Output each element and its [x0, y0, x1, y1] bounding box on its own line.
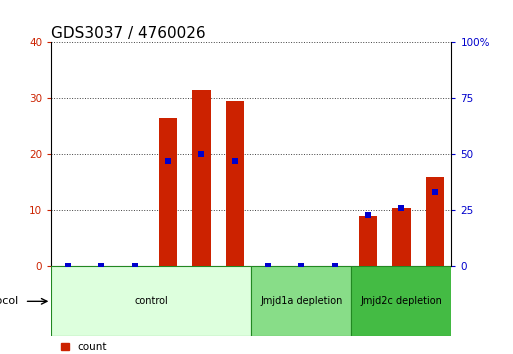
Point	[230, 158, 239, 164]
Text: protocol: protocol	[0, 296, 18, 306]
Legend: count, percentile rank within the sample: count, percentile rank within the sample	[56, 338, 258, 354]
Bar	[351, 266, 451, 336]
Text: Jmjd2c depletion: Jmjd2c depletion	[361, 296, 442, 306]
Text: Jmjd1a depletion: Jmjd1a depletion	[260, 296, 343, 306]
Point	[330, 263, 339, 269]
Bar	[392, 207, 410, 266]
Text: control: control	[134, 296, 168, 306]
Bar	[426, 177, 444, 266]
Bar	[251, 266, 351, 336]
Bar	[51, 266, 251, 336]
Bar	[226, 101, 244, 266]
Bar	[192, 90, 210, 266]
Point	[130, 263, 139, 269]
Bar	[159, 118, 177, 266]
Point	[297, 263, 305, 269]
Point	[164, 158, 172, 164]
Point	[97, 263, 106, 269]
Point	[64, 263, 72, 269]
Point	[397, 205, 405, 211]
Text: GDS3037 / 4760026: GDS3037 / 4760026	[51, 26, 206, 41]
Point	[197, 152, 205, 157]
Point	[364, 212, 372, 218]
Point	[264, 263, 272, 269]
Point	[430, 190, 439, 195]
Bar	[359, 216, 377, 266]
